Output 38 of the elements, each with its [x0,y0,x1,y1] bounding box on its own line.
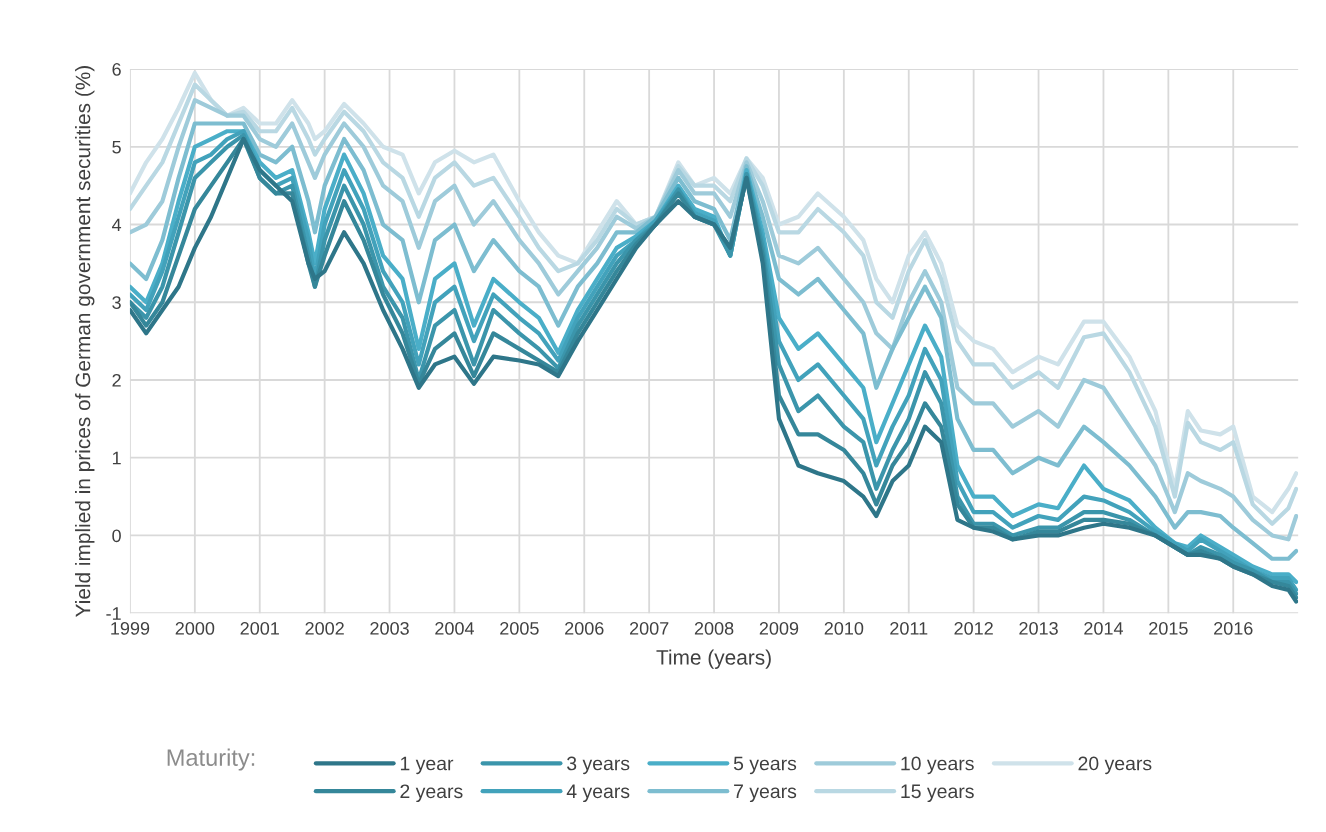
x-tick-label: 2011 [890,621,928,635]
x-tick-label: 2007 [629,621,669,635]
x-tick-label: 2015 [1149,621,1188,635]
x-tick-label: 2000 [175,621,215,635]
y-tick-label: -1 [106,607,121,620]
x-tick-label: 2009 [759,621,799,635]
x-tick-label: 2012 [954,621,993,635]
x-tick-label: 2014 [1084,621,1124,635]
x-tick-label: 2016 [1214,621,1253,635]
legend-label: 2 years [400,784,463,803]
x-tick-label: 2002 [305,621,344,635]
y-tick-label: 3 [112,296,121,309]
y-tick-label: 1 [112,451,121,465]
x-tick-label: 2008 [694,621,734,635]
legend-label: 5 years [733,756,797,775]
y-tick-label: 6 [112,62,121,76]
y-tick-label: 0 [112,529,121,543]
y-tick-label: 4 [111,218,122,232]
legend-label: 1 year [400,756,454,775]
x-tick-label: 2006 [565,621,604,635]
x-axis-title: Time (years) [656,649,771,669]
y-tick-label: 2 [112,373,121,387]
legend-label: 4 years [566,784,630,803]
x-tick-label: 2003 [370,621,409,635]
y-axis-title: Yield implied in prices of German government securities (%) [75,66,95,617]
legend-label: 7 years [734,784,797,803]
legend-label: 10 years [901,756,974,775]
legend-label: 15 years [901,784,974,803]
x-tick-label: 2005 [500,621,539,635]
x-tick-label: 2010 [824,621,864,635]
x-tick-label: 2001 [240,621,279,635]
y-tick-label: 5 [112,140,121,154]
legend-title: Maturity: [167,748,255,771]
x-tick-label: 2013 [1019,621,1058,635]
legend-label: 3 years [567,756,630,775]
x-tick-label: 2004 [435,621,475,635]
x-tick-label: 1999 [111,621,150,635]
legend-label: 20 years [1078,756,1152,775]
